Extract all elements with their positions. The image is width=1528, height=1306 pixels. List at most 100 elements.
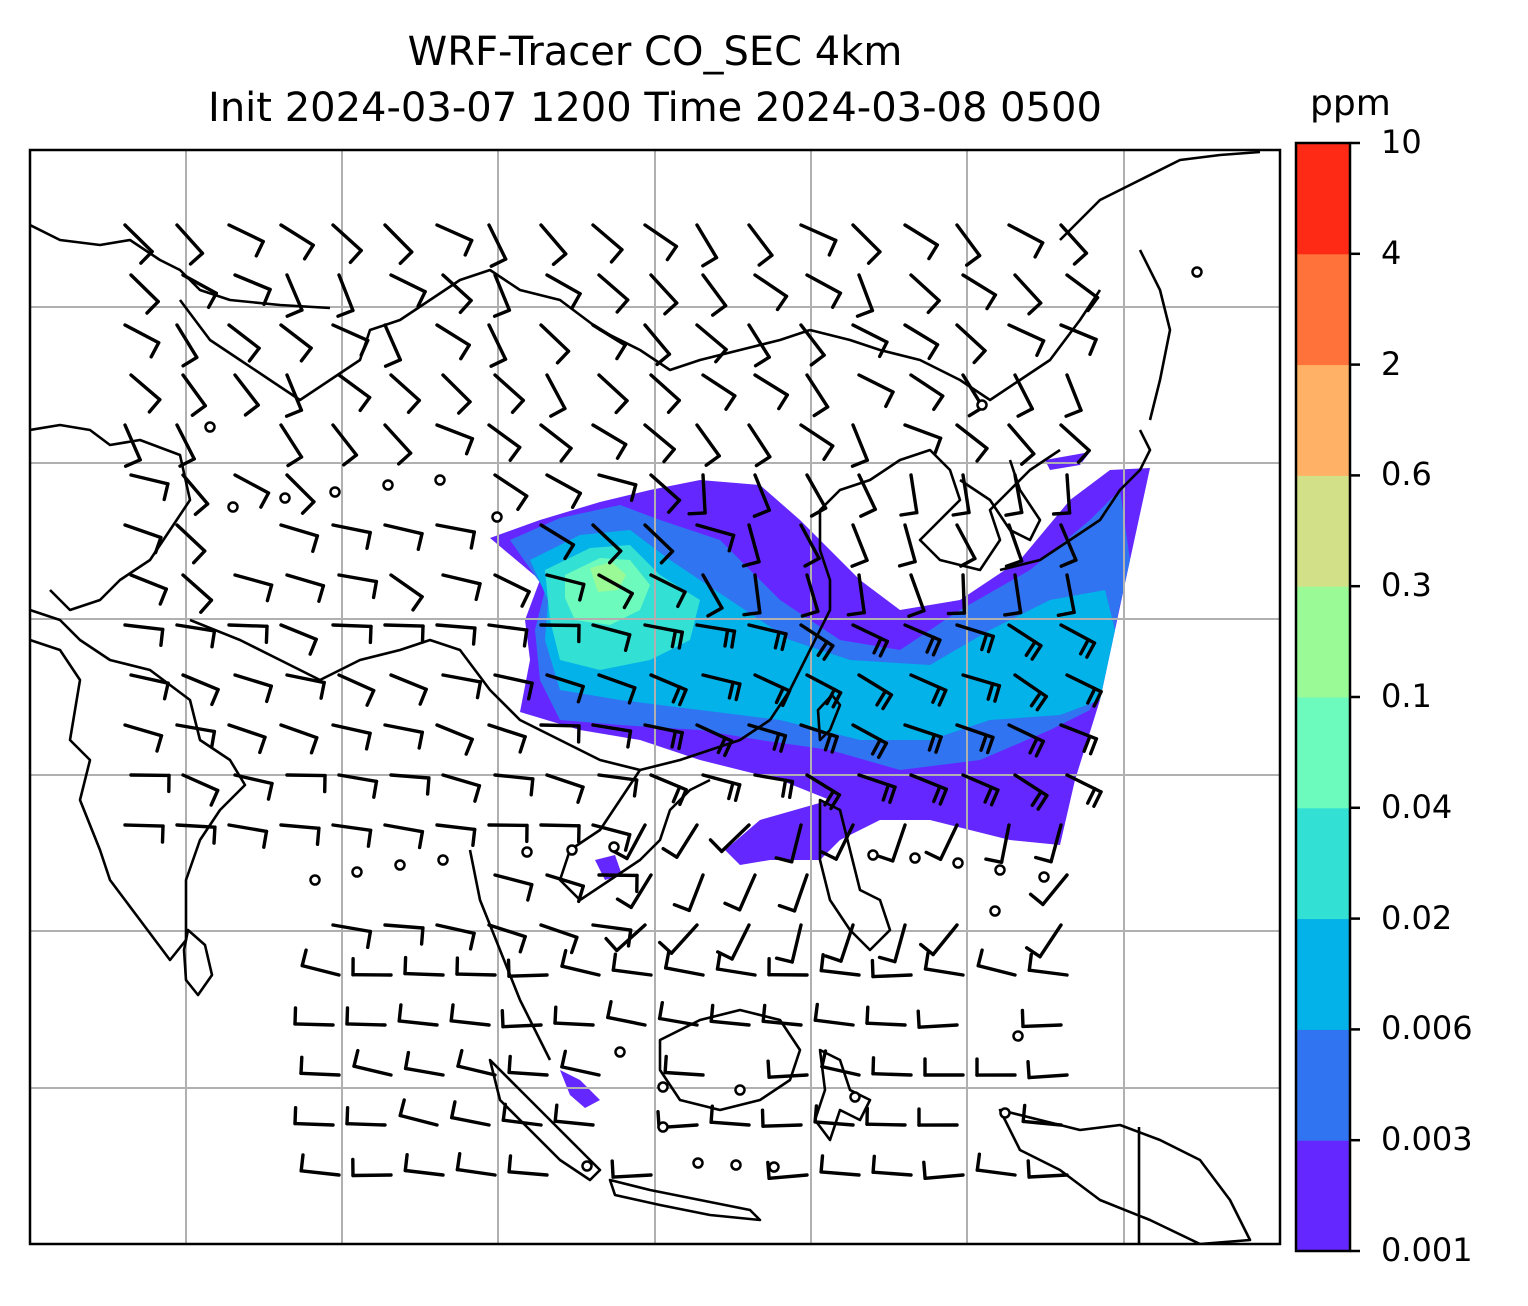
wind-barb (435, 323, 471, 347)
wind-barb (893, 923, 907, 964)
wind-barb-feather (403, 1050, 411, 1071)
wind-barb-feather (160, 824, 165, 844)
wind-barb (299, 1071, 341, 1077)
wind-barb-feather (877, 741, 889, 759)
wind-barb-feather (986, 634, 995, 654)
wind-barb (747, 223, 774, 258)
colorbar-segment (1296, 697, 1350, 809)
wind-barb (383, 423, 413, 455)
wind-barb (611, 1173, 653, 1179)
wind-barb (560, 1065, 601, 1077)
wind-barb-feather (724, 394, 737, 411)
wind-barb-feather (553, 1103, 559, 1123)
wind-barb-feather (529, 777, 535, 797)
wind-barb (293, 1121, 335, 1127)
wind-barb-feather (359, 338, 370, 357)
wind-barb (181, 373, 208, 408)
wind-barb-feather (265, 684, 273, 704)
wind-barb (175, 323, 199, 360)
wind-barb-feather (727, 533, 736, 553)
wind-barb (181, 573, 214, 602)
wind-barb (539, 223, 568, 256)
wind-barb (441, 573, 482, 586)
wind-barb (1059, 223, 1089, 255)
wind-barb-feather (788, 779, 795, 799)
wind-barb (337, 773, 379, 784)
wind-barb-feather (522, 628, 529, 648)
wind-barb-feather (191, 549, 207, 565)
wind-barb (1065, 373, 1083, 412)
wind-barb-feather (474, 582, 482, 602)
wind-barb-feather (372, 779, 379, 799)
wind-barb-feather (1056, 610, 1076, 617)
colorbar-tick-label: 4 (1381, 233, 1402, 272)
wind-barb-feather (608, 549, 623, 565)
wind-barb (909, 473, 919, 515)
wind-barb (747, 423, 772, 459)
wind-barb-feather (709, 1003, 715, 1023)
wind-barb-feather (976, 948, 984, 968)
wind-barb-feather (937, 688, 948, 707)
wind-barb (687, 873, 705, 913)
wind-barb-feather (951, 510, 971, 517)
wind-barb (955, 223, 982, 258)
plume-spot-north (1045, 452, 1090, 470)
wind-barb-feather (781, 778, 788, 798)
wind-barb-feather (293, 1105, 298, 1126)
colorbar-tick-label: 0.006 (1381, 1009, 1473, 1048)
wind-barb (175, 723, 217, 734)
wind-barb (805, 473, 828, 510)
calm-wind-circle (614, 1046, 626, 1058)
calm-wind-circle (608, 841, 620, 853)
wind-barb-feather (162, 482, 170, 502)
wind-barb-feather (145, 299, 160, 315)
wind-barb-feather (975, 1152, 982, 1172)
wind-barb-feather (875, 854, 895, 863)
wind-barb-feather (701, 255, 719, 268)
wind-barb (1013, 373, 1035, 411)
wind-barb-feather (254, 239, 265, 258)
wind-barb-feather (823, 789, 836, 807)
wind-barb (175, 823, 217, 829)
wind-barb-feather (516, 494, 529, 511)
wind-barb-feather (829, 793, 842, 811)
wind-barb-feather (779, 734, 788, 753)
wind-barb (767, 1173, 809, 1181)
colorbar-tick-label: 0.001 (1381, 1231, 1473, 1269)
wind-barb-feather (212, 825, 217, 845)
wind-barb-feather (965, 253, 982, 267)
calm-wind-circle (382, 479, 394, 491)
wind-barb (545, 473, 582, 495)
wind-barb-feather (986, 735, 995, 755)
wind-barb (819, 968, 861, 977)
wind-barb (331, 223, 363, 253)
wind-barb (545, 673, 585, 689)
wind-barb-feather (527, 681, 534, 701)
wind-barb-feather (418, 687, 428, 706)
wind-barb-feather (704, 454, 721, 467)
wind-barb-feather (345, 1105, 350, 1126)
wind-barb-feather (986, 682, 995, 701)
wind-barb-feather (553, 1005, 558, 1025)
colorbar-segment (1296, 918, 1350, 1030)
wind-barb-feather (622, 591, 634, 610)
calm-wind-circle (204, 421, 216, 433)
wind-barb-feather (659, 549, 675, 565)
wind-barb (891, 823, 907, 863)
wind-barb-feather (492, 308, 512, 318)
wind-barb (501, 1118, 543, 1127)
wind-barb (657, 1016, 699, 1027)
wind-barb (799, 223, 838, 243)
wind-barb (493, 473, 529, 498)
wind-barb (753, 373, 789, 397)
wind-barb (597, 773, 639, 782)
wind-barb-feather (159, 627, 165, 647)
wind-barb-feather (709, 1104, 714, 1124)
wind-barb-feather (458, 298, 473, 315)
wind-barb (753, 573, 762, 615)
wind-barb-feather (469, 530, 476, 550)
calm-wind-circle (1191, 266, 1203, 278)
wind-barb (450, 1115, 491, 1127)
wind-barb-feather (919, 942, 935, 957)
wind-barb-feather (831, 691, 843, 709)
